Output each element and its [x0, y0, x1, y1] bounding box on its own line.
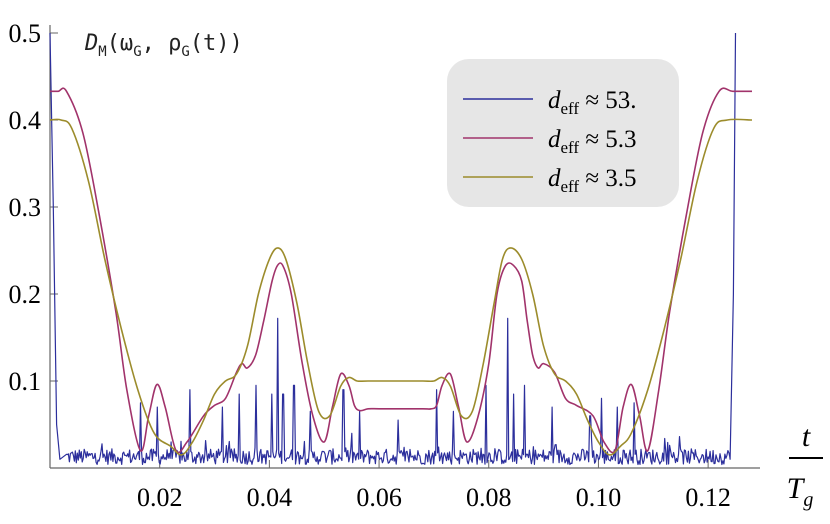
y-axis-label-rest3: (t)) [190, 31, 243, 56]
x-axis-label-denominator: Tg [787, 472, 814, 511]
y-tick-label: 0.5 [9, 19, 42, 48]
y-axis-label-sub3: G [181, 44, 189, 60]
y-axis-label: DM(ωG, ρG(t)) [84, 31, 243, 60]
y-axis-label-rest2: , ρ [142, 31, 182, 56]
y-axis-label-sub2: G [133, 44, 141, 60]
x-tick-label: 0.02 [137, 483, 183, 512]
x-tick-label: 0.10 [576, 483, 622, 512]
y-tick-label: 0.1 [9, 367, 42, 396]
legend-label: deff ≈ 5.3 [548, 126, 637, 157]
legend-label: deff ≈ 3.5 [548, 165, 637, 196]
legend-box [447, 59, 679, 207]
x-tick-label: 0.04 [247, 483, 293, 512]
legend-label: deff ≈ 53. [548, 87, 637, 118]
x-tick-label: 0.12 [685, 483, 731, 512]
y-axis-label-main: D [84, 31, 98, 56]
series-layer [49, 32, 753, 466]
x-axis-label-den-main: T [787, 472, 806, 505]
legend: deff ≈ 53. deff ≈ 5.3 deff ≈ 3.5 [447, 59, 679, 207]
y-tick-label: 0.3 [9, 193, 42, 222]
y-axis-label-sub: M [98, 44, 106, 60]
x-axis-label: t Tg [787, 420, 823, 511]
y-tick-label: 0.2 [9, 280, 42, 309]
y-axis-label-rest: (ω [107, 31, 134, 56]
axes: 0.02 0.04 0.06 0.08 0.10 0.12 0.1 0.2 0.3 0.4 0.5 [9, 19, 760, 512]
x-axis-label-den-sub: g [803, 489, 813, 511]
x-tick-label: 0.06 [356, 483, 402, 512]
x-tick-label: 0.08 [466, 483, 512, 512]
x-axis-label-numerator: t [802, 420, 811, 453]
series-line-3 [49, 118, 753, 456]
y-tick-label: 0.4 [9, 106, 42, 135]
